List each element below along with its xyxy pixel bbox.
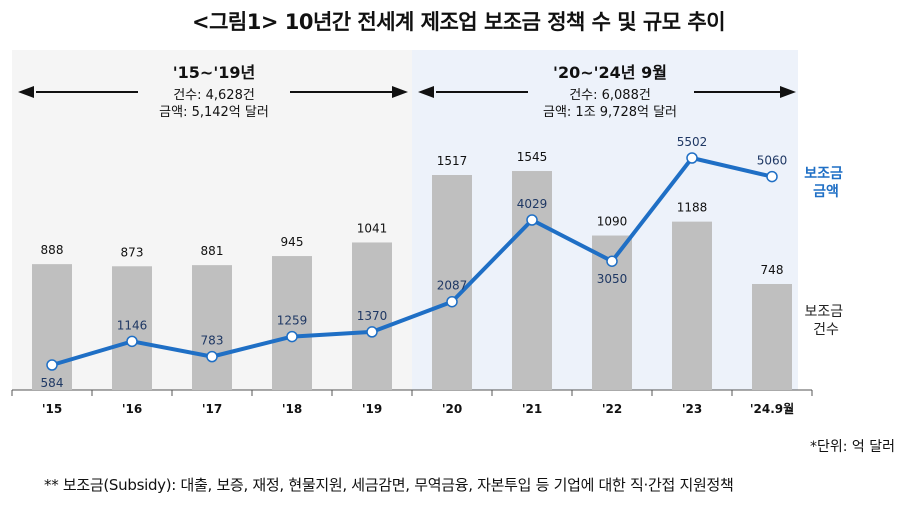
bar-2	[192, 265, 232, 390]
bar-5	[432, 175, 472, 390]
x-tick-label-0: '15	[42, 402, 62, 416]
amount-point-3	[286, 330, 298, 343]
x-tick-label-5: '20	[442, 402, 462, 416]
x-tick-label-9: '24.9월	[750, 401, 794, 416]
line-layer: 584 1146 783 1259 1370 2087 4029 3050 5502 5060	[41, 135, 788, 390]
bar-value-label-4: 1041	[357, 221, 388, 235]
legend-bar-label-line-1: 보조금	[804, 304, 843, 320]
bar-6	[512, 171, 552, 390]
amount-value-label-4: 1370	[357, 309, 388, 323]
chart-title: <그림1> 10년간 전세계 제조업 보조금 정책 수 및 규모 추이	[191, 10, 726, 34]
amount-value-label-0: 584	[41, 376, 64, 390]
unit-note: *단위: 억 달러	[809, 439, 895, 455]
bars-layer: 888 873 881 945 1041 1517 1545 1090 1188 748	[32, 150, 792, 390]
period-1-label: '15~'19년	[173, 63, 255, 82]
legend-bar-label: 보조금 건수	[804, 304, 847, 338]
amount-point-7	[606, 255, 618, 267]
period-1-arrowhead-left	[18, 86, 34, 98]
period-2-count: 건수: 6,088건	[569, 88, 651, 103]
legend-bar-label-line-2: 건수	[813, 322, 839, 338]
period-2-arrowhead-right	[780, 86, 796, 98]
x-tick-label-6: '21	[522, 402, 542, 416]
x-tick-label-4: '19	[362, 402, 382, 416]
bar-0	[32, 264, 72, 390]
x-tick-label-1: '16	[122, 402, 142, 416]
bar-3	[272, 256, 312, 390]
bar-value-label-8: 1188	[677, 201, 708, 215]
amount-point-4	[366, 326, 378, 338]
period-1-amount: 금액: 5,142억 달러	[159, 105, 269, 120]
amount-value-label-9: 5060	[757, 154, 788, 168]
legend-line-label-line-2: 금액	[813, 183, 839, 200]
amount-line	[51, 156, 773, 367]
bar-value-label-2: 881	[201, 244, 224, 258]
legend-line-label: 보조금 금액	[804, 166, 848, 200]
x-tick-label-2: '17	[202, 402, 222, 416]
amount-point-6	[526, 214, 538, 226]
bar-value-label-0: 888	[41, 243, 64, 257]
period-2-label: '20~'24년 9월	[553, 63, 667, 82]
period-1-header: '15~'19년 건수: 4,628건 금액: 5,142억 달러	[18, 63, 408, 120]
amount-point-9	[766, 170, 778, 183]
bar-value-label-1: 873	[121, 245, 144, 259]
x-tick-labels: '15 '16 '17 '18 '19 '20 '21 '22 '23 '24.9월	[11, 390, 813, 416]
period-2-amount: 금액: 1조 9,728억 달러	[543, 105, 677, 120]
bar-value-label-5: 1517	[437, 154, 468, 168]
bar-4	[352, 242, 392, 390]
period-2-arrowhead-left	[418, 86, 434, 98]
amount-point-2	[206, 350, 218, 363]
amount-point-1	[126, 335, 138, 348]
bar-1	[112, 266, 152, 390]
x-tick-label-7: '22	[602, 402, 622, 416]
amount-value-label-8: 5502	[677, 135, 708, 149]
amount-value-label-6: 4029	[517, 197, 548, 211]
amount-point-0	[46, 359, 58, 371]
period-1-count: 건수: 4,628건	[173, 88, 255, 103]
x-tick-label-3: '18	[282, 402, 302, 416]
amount-value-label-2: 783	[201, 334, 224, 348]
amount-value-label-1: 1146	[117, 318, 148, 332]
bar-value-label-7: 1090	[597, 215, 628, 229]
bar-value-label-3: 945	[281, 235, 304, 249]
x-tick-label-8: '23	[682, 402, 702, 416]
amount-point-8	[686, 152, 698, 164]
bar-9	[752, 283, 792, 390]
amount-value-label-7: 3050	[597, 272, 628, 286]
bar-8	[672, 221, 712, 390]
amount-point-5	[446, 295, 458, 308]
amount-value-label-3: 1259	[277, 314, 308, 328]
bar-value-label-6: 1545	[517, 150, 548, 164]
period-1-arrowhead-right	[392, 86, 408, 98]
bar-value-label-9: 748	[761, 263, 784, 277]
amount-value-label-5: 2087	[437, 279, 468, 293]
legend-line-label-line-1: 보조금	[804, 166, 843, 182]
period-2-header: '20~'24년 9월 건수: 6,088건 금액: 1조 9,728억 달러	[418, 63, 796, 120]
footnote: ** 보조금(Subsidy): 대출, 보증, 재정, 현물지원, 세금감면,…	[44, 476, 734, 494]
